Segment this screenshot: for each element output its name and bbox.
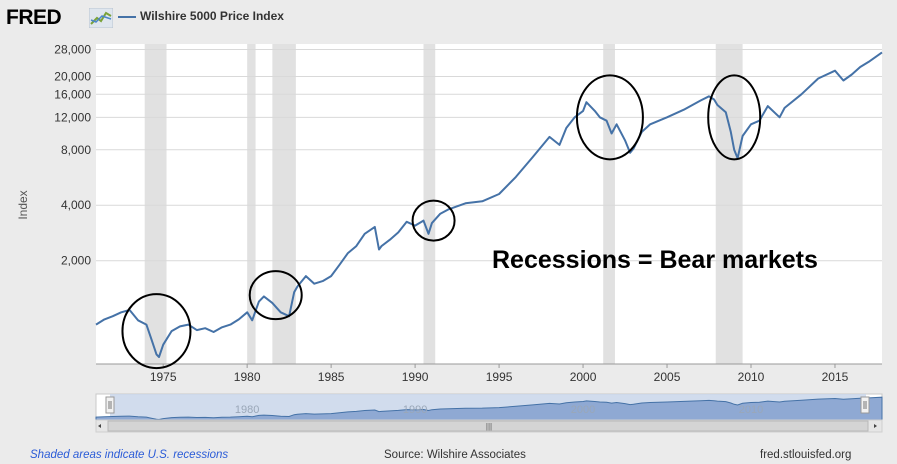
navigator-series-area [95, 396, 883, 421]
source-credit: Source: Wilshire Associates [384, 449, 526, 461]
navigator-ticks: 1980 1990 2000 2010 [235, 404, 763, 416]
legend-swatch [118, 16, 136, 18]
chart-header: FRED Wilshire 5000 Price Index [0, 0, 897, 34]
highlight-circle [707, 74, 762, 161]
scrollbar-grip: ||| [486, 422, 492, 431]
y-tick-label: 28,000 [54, 43, 91, 57]
navigator-tick-label: 1990 [403, 404, 427, 416]
x-axis-ticks: 1975 1980 1985 1990 1995 2000 2005 2010 2015 [96, 363, 882, 384]
y-tick-label: 8,000 [61, 143, 91, 157]
x-tick-label: 1990 [402, 370, 429, 384]
legend-label[interactable]: Wilshire 5000 Price Index [140, 9, 284, 23]
navigator-right-handle[interactable] [860, 396, 870, 414]
navigator-tick-label: 2010 [739, 404, 763, 416]
x-tick-label: 2015 [822, 370, 849, 384]
recession-band [603, 44, 615, 364]
recession-note[interactable]: Shaded areas indicate U.S. recessions [30, 449, 229, 461]
highlight-circle [411, 199, 456, 242]
highlight-circle [575, 74, 644, 161]
recession-band [247, 44, 256, 364]
x-tick-label: 2005 [654, 370, 681, 384]
scroll-right-arrow[interactable] [874, 424, 877, 428]
highlight-circle [121, 293, 192, 370]
scrollbar-thumb[interactable] [107, 420, 869, 432]
recession-band [423, 44, 436, 364]
range-navigator[interactable]: 1980 1990 2000 2010 ||| [0, 388, 897, 433]
y-tick-label: 20,000 [54, 69, 91, 83]
series-line[interactable] [95, 51, 883, 358]
y-tick-label: 12,000 [54, 110, 91, 124]
scroll-left-arrow[interactable] [98, 424, 101, 428]
x-tick-label: 1985 [318, 370, 345, 384]
plot-area [96, 44, 882, 364]
y-axis-label: Index [16, 190, 30, 219]
x-tick-label: 2010 [738, 370, 765, 384]
recession-band [272, 44, 296, 364]
recession-shading [144, 44, 743, 364]
line-chart: 2,0004,0008,00012,00016,00020,00028,000 … [16, 43, 883, 384]
recession-band [715, 44, 743, 364]
y-tick-label: 16,000 [54, 87, 91, 101]
x-tick-label: 1995 [486, 370, 513, 384]
y-axis-ticks: 2,000 4,000 8,000 12,000 16,000 20,000 28,000 [54, 43, 91, 268]
annotation-text: Recessions = Bear markets [492, 246, 818, 274]
highlight-circle [248, 270, 303, 321]
y-tick-label: 4,000 [61, 198, 91, 212]
fred-chart-icon [89, 8, 113, 28]
y-tick-label: 2,000 [61, 254, 91, 268]
x-tick-label: 1975 [150, 370, 177, 384]
gridlines [96, 49, 882, 262]
navigator-left-handle[interactable] [105, 396, 115, 414]
fred-logo[interactable]: FRED [6, 6, 62, 29]
navigator-tick-label: 1980 [235, 404, 259, 416]
highlight-circles [121, 74, 762, 370]
x-tick-label: 1980 [234, 370, 261, 384]
recession-band [144, 44, 167, 364]
site-link[interactable]: fred.stlouisfed.org [760, 449, 852, 461]
navigator-tick-label: 2000 [571, 404, 595, 416]
x-tick-label: 2000 [570, 370, 597, 384]
